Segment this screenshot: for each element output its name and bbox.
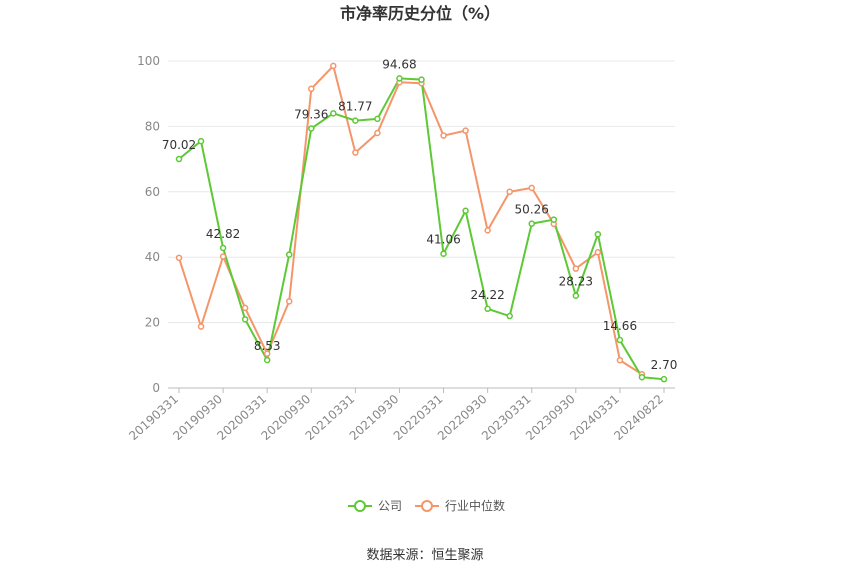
data-point-5cc935 xyxy=(175,155,183,163)
data-point-5cc935 xyxy=(594,231,602,238)
data-label: 2.70 xyxy=(651,358,678,372)
data-point-5cc935 xyxy=(506,312,513,320)
data-label: 14.66 xyxy=(603,319,637,333)
source-note: 数据来源：恒生聚源 xyxy=(366,548,483,563)
data-label: 8.53 xyxy=(254,339,281,353)
data-point-5cc935 xyxy=(352,117,359,124)
data-point-5cc935 xyxy=(440,250,447,257)
data-point-f4956a xyxy=(462,127,469,134)
data-point-f4956a xyxy=(528,184,535,192)
data-label: 41.06 xyxy=(426,233,460,247)
data-point-f4956a xyxy=(374,129,381,137)
data-point-f4956a xyxy=(241,304,249,312)
data-point-5cc935 xyxy=(418,76,425,83)
data-point-f4956a xyxy=(594,249,602,256)
data-label: 94.68 xyxy=(382,57,416,71)
data-point-5cc935 xyxy=(241,316,249,323)
x-axis: 2019033120190930202003312020093020210331… xyxy=(126,388,666,443)
data-point-f4956a xyxy=(197,323,205,330)
data-point-f4956a xyxy=(263,350,271,357)
legend-label: 行业中位数 xyxy=(445,498,505,513)
data-point-5cc935 xyxy=(197,137,205,145)
data-point-5cc935 xyxy=(396,75,403,82)
data-label: 28.23 xyxy=(559,275,593,289)
y-tick-label: 0 xyxy=(152,381,160,395)
data-label: 24.22 xyxy=(470,288,504,302)
y-tick-label: 20 xyxy=(145,316,160,330)
data-label: 50.26 xyxy=(515,203,549,217)
data-label: 81.77 xyxy=(338,100,372,114)
chart-title: 市净率历史分位（%） xyxy=(340,4,500,23)
data-point-5cc935 xyxy=(660,375,668,383)
y-tick-label: 100 xyxy=(137,54,160,68)
data-point-5cc935 xyxy=(616,336,624,344)
y-tick-label: 40 xyxy=(145,250,160,264)
data-point-5cc935 xyxy=(462,207,469,215)
data-point-5cc935 xyxy=(572,292,580,299)
series-line-f4956a xyxy=(178,63,643,376)
data-point-5cc935 xyxy=(550,216,558,223)
data-point-f4956a xyxy=(219,253,227,260)
legend-marker xyxy=(354,500,366,512)
legend-marker xyxy=(421,500,433,512)
data-point-f4956a xyxy=(572,265,580,272)
data-point-f4956a xyxy=(440,132,447,139)
data-point-f4956a xyxy=(330,62,337,70)
data-point-f4956a xyxy=(484,227,491,234)
data-point-f4956a xyxy=(352,149,359,156)
grid xyxy=(168,60,675,389)
data-point-f4956a xyxy=(175,254,183,262)
data-point-5cc935 xyxy=(638,373,646,381)
data-label: 42.82 xyxy=(206,227,240,241)
data-point-f4956a xyxy=(506,188,513,196)
series-lines xyxy=(178,63,665,381)
y-tick-label: 60 xyxy=(145,185,160,199)
legend-label: 公司 xyxy=(378,499,402,513)
data-point-f4956a xyxy=(308,85,315,93)
data-point-5cc935 xyxy=(308,125,315,132)
legend[interactable]: 公司 行业中位数 xyxy=(348,498,505,513)
series-points xyxy=(175,62,668,383)
y-tick-label: 80 xyxy=(145,119,160,133)
data-point-5cc935 xyxy=(374,115,381,123)
series-line-5cc935 xyxy=(178,77,665,381)
data-point-f4956a xyxy=(285,298,293,305)
data-point-5cc935 xyxy=(484,305,491,313)
data-point-5cc935 xyxy=(285,251,293,258)
y-axis: 0 20 40 60 80 100 xyxy=(137,54,160,395)
data-labels: 70.02 42.82 8.53 79.36 81.77 94.68 41.06 24.22 5… xyxy=(162,57,678,372)
data-point-f4956a xyxy=(616,356,624,364)
data-point-5cc935 xyxy=(528,220,535,227)
data-label: 70.02 xyxy=(162,138,196,152)
data-point-5cc935 xyxy=(330,110,337,117)
data-label: 79.36 xyxy=(294,107,328,121)
data-point-5cc935 xyxy=(219,244,227,252)
data-point-5cc935 xyxy=(263,356,271,364)
